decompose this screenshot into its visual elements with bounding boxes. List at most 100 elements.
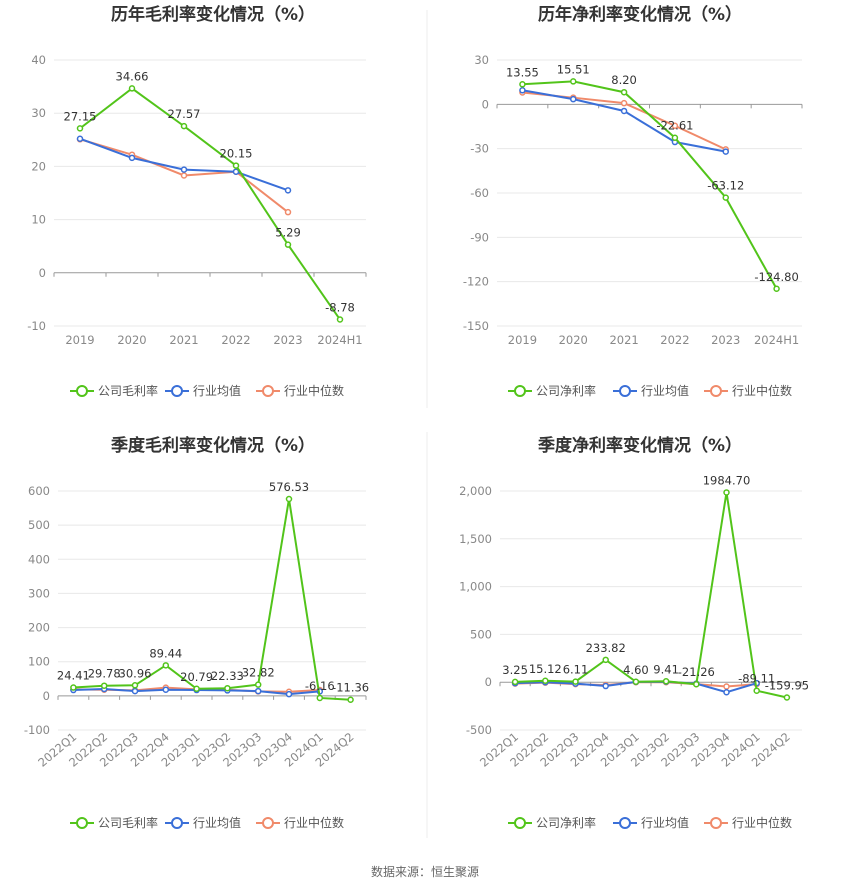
data-label: -11.36	[332, 681, 369, 695]
legend-swatch-marker	[262, 385, 274, 397]
legend-label: 公司净利率	[536, 815, 596, 830]
legend-label: 公司毛利率	[98, 383, 158, 398]
chart-panel-3: 季度毛利率变化情况（%）-10001002003004005006002022Q…	[24, 435, 369, 830]
data-point-company	[285, 495, 293, 503]
data-point-median	[723, 683, 730, 690]
y-tick-label: -60	[470, 186, 489, 200]
y-tick-label: 300	[28, 586, 50, 600]
legend-label: 公司毛利率	[98, 815, 158, 830]
data-label: 30.96	[119, 666, 152, 680]
data-point-company	[572, 678, 579, 685]
x-tick-label: 2019	[508, 333, 537, 347]
x-tick-label: 2019	[65, 333, 94, 347]
data-point-company	[671, 134, 679, 141]
data-point-avg	[180, 166, 188, 173]
data-label: -89.11	[738, 672, 775, 686]
data-point-company	[753, 687, 760, 694]
x-tick-label: 2022	[660, 333, 689, 347]
data-point-company	[602, 656, 609, 664]
data-label: -63.12	[707, 179, 744, 193]
y-tick-label: 500	[470, 627, 492, 641]
y-tick-label: -10	[27, 319, 46, 333]
data-label: 13.55	[506, 65, 539, 79]
y-tick-label: 0	[485, 675, 492, 689]
chart-title: 季度净利率变化情况（%）	[538, 435, 742, 456]
data-point-median	[671, 122, 679, 130]
data-point-avg	[602, 682, 609, 690]
legend-label: 行业均值	[193, 815, 241, 830]
data-label: 9.41	[653, 662, 679, 676]
data-point-company	[193, 685, 200, 693]
y-tick-label: 1,500	[459, 532, 492, 546]
data-label: 8.20	[611, 73, 637, 87]
data-point-median	[620, 99, 628, 107]
data-point-company	[336, 316, 344, 323]
data-point-company	[131, 682, 139, 689]
data-label: 4.60	[623, 663, 649, 677]
y-tick-label: 600	[28, 484, 50, 498]
legend-label: 行业均值	[641, 383, 689, 398]
data-point-median	[284, 208, 292, 216]
data-label: 27.57	[168, 107, 201, 121]
data-label: -22.61	[656, 119, 693, 133]
y-tick-label: -30	[470, 142, 489, 156]
chart-title: 季度毛利率变化情况（%）	[111, 435, 315, 456]
chart-title: 历年毛利率变化情况（%）	[111, 4, 315, 25]
legend-swatch-marker	[262, 817, 274, 829]
data-point-company	[162, 662, 170, 669]
data-point-company	[180, 122, 188, 130]
data-label: 27.15	[64, 109, 97, 123]
series-line-company	[73, 498, 351, 701]
y-tick-label: 500	[28, 518, 50, 532]
y-tick-label: 10	[31, 213, 46, 227]
data-point-company	[570, 78, 577, 85]
data-point-company	[620, 88, 628, 96]
chart-panel-2: 历年净利率变化情况（%） -150 -120 -90 -60 -30 0 30 2019 2020…	[463, 4, 803, 398]
x-tick-label: 2021	[609, 333, 638, 347]
data-label: 5.29	[275, 226, 301, 240]
data-point-company	[542, 677, 549, 685]
data-point-avg	[519, 87, 526, 94]
x-tick-label: 2020	[117, 333, 146, 347]
series-line-company	[515, 492, 788, 699]
data-label: 233.82	[586, 641, 626, 655]
y-tick-label: 100	[28, 655, 50, 669]
data-point-avg	[232, 168, 240, 175]
data-point-company	[693, 680, 700, 688]
data-label: 1984.70	[703, 473, 751, 487]
data-point-avg	[284, 187, 292, 194]
data-label: 576.53	[269, 480, 309, 494]
y-tick-label: 40	[31, 53, 46, 67]
legend-label: 行业中位数	[732, 383, 792, 398]
data-label: 22.33	[211, 669, 244, 683]
y-tick-label: 2,000	[459, 484, 492, 498]
y-tick-label: -90	[470, 230, 489, 244]
data-point-company	[316, 694, 324, 702]
x-tick-label: 2023	[273, 333, 302, 347]
series-line-company	[79, 87, 341, 321]
x-tick-label: 2024H1	[317, 333, 362, 347]
legend-swatch-marker	[619, 817, 631, 829]
data-point-company	[224, 684, 231, 692]
data-point-avg	[128, 154, 136, 162]
y-tick-label: 30	[474, 53, 489, 67]
data-point-company	[722, 194, 729, 201]
data-point-avg	[620, 107, 628, 115]
data-point-company	[284, 241, 292, 248]
y-tick-label: 200	[28, 621, 50, 635]
data-point-avg	[723, 688, 730, 696]
legend-swatch-marker	[171, 385, 183, 397]
data-point-avg	[570, 95, 577, 103]
data-point-avg	[76, 135, 84, 142]
y-tick-label: 0	[39, 266, 46, 280]
y-tick-label: -100	[24, 723, 50, 737]
y-tick-label: 400	[28, 552, 50, 566]
data-point-avg	[254, 687, 262, 695]
data-label: 20.79	[180, 670, 213, 684]
data-point-avg	[131, 687, 139, 695]
legend-swatch-marker	[76, 817, 88, 829]
chart-panel-1: 历年毛利率变化情况（%） -10 0 10 20 30 40 2019 2020 2021 2022…	[27, 4, 367, 398]
data-point-avg	[722, 148, 729, 155]
data-label: 29.78	[88, 667, 121, 681]
